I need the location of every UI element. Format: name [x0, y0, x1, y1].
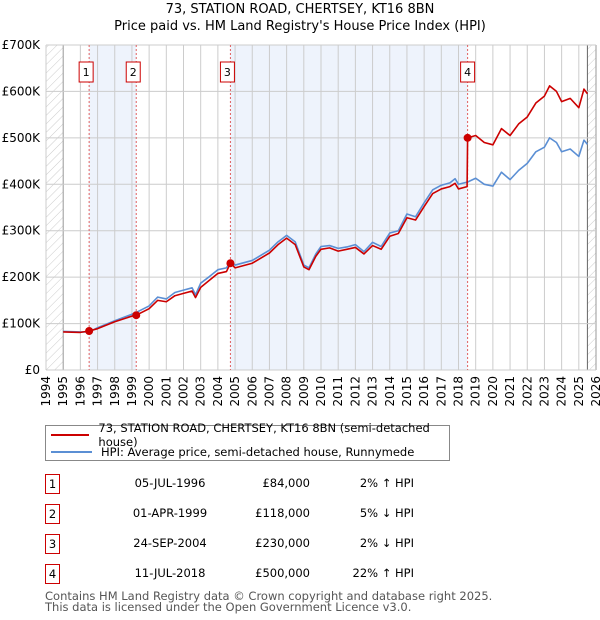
transaction-date: 24-SEP-2004 — [133, 536, 207, 550]
sale-point — [463, 133, 472, 142]
x-tick-label: 2018 — [452, 376, 466, 407]
x-tick-label: 2023 — [537, 376, 551, 407]
transaction-date: 01-APR-1999 — [132, 506, 208, 520]
y-tick-label: £400K — [2, 177, 42, 191]
transaction-date: 05-JUL-1996 — [134, 476, 206, 490]
x-tick-label: 2004 — [211, 376, 225, 407]
sale-number-label: 3 — [224, 66, 231, 79]
chart-title: 73, STATION ROAD, CHERTSEY, KT16 8BN — [165, 2, 435, 17]
transaction-number: 3 — [45, 534, 60, 554]
x-tick-label: 2020 — [486, 376, 500, 407]
y-tick-label: £100K — [2, 317, 42, 331]
x-tick-label: 2009 — [297, 376, 311, 407]
transaction-number: 1 — [45, 474, 60, 494]
hatched-region — [587, 45, 596, 370]
x-tick-label: 1998 — [108, 376, 122, 407]
sale-number-label: 4 — [464, 66, 471, 79]
x-tick-label: 2011 — [331, 376, 345, 407]
y-tick-label: £200K — [2, 270, 42, 284]
y-tick-label: £700K — [2, 38, 42, 52]
y-tick-label: £300K — [2, 224, 42, 238]
sale-number-label: 2 — [130, 66, 137, 79]
sale-number-box — [78, 61, 94, 83]
x-tick-label: 2010 — [314, 376, 328, 407]
x-tick-label: 2005 — [228, 376, 242, 407]
x-tick-label: 2017 — [434, 376, 448, 407]
x-tick-label: 1996 — [73, 376, 87, 407]
sale-point — [132, 311, 141, 320]
red-line-swatch — [51, 434, 90, 436]
shaded-ownership-region — [230, 45, 468, 370]
price-chart: 1994 1995 1996 1997 1998 1999 2000 2001 2002 2003… — [2, 38, 600, 407]
sale-number-box — [125, 61, 141, 83]
x-tick-label: 2013 — [366, 376, 380, 407]
x-tick-label: 2015 — [400, 376, 414, 407]
footer-licence: This data is licensed under the Open Gov… — [45, 600, 412, 614]
transaction-hpi: 22% ↑ HPI — [352, 566, 414, 580]
x-tick-label: 2014 — [383, 376, 397, 407]
transaction-price: £230,000 — [255, 536, 310, 550]
footer-copyright: Contains HM Land Registry data © Crown c… — [45, 589, 493, 603]
chart-legend: 73, STATION ROAD, CHERTSEY, KT16 8BN (se… — [45, 421, 450, 461]
transaction-hpi: 2% ↓ HPI — [359, 536, 414, 550]
x-tick-label: 2016 — [417, 376, 431, 407]
transaction-date: 11-JUL-2018 — [134, 566, 206, 580]
x-tick-label: 2003 — [194, 376, 208, 407]
x-tick-label: 2022 — [520, 376, 534, 407]
x-tick-label: 2026 — [589, 376, 600, 407]
x-tick-label: 2024 — [555, 376, 569, 407]
sale-point — [226, 259, 235, 268]
transaction-number: 2 — [45, 504, 60, 524]
x-tick-label: 1994 — [39, 376, 53, 407]
transaction-price: £118,000 — [255, 506, 310, 520]
x-tick-label: 1999 — [125, 376, 139, 407]
blue-line-swatch — [51, 451, 92, 453]
transaction-hpi: 2% ↑ HPI — [359, 476, 414, 490]
chart-subtitle: Price paid vs. HM Land Registry's House … — [114, 19, 486, 34]
x-tick-label: 1997 — [91, 376, 105, 407]
x-tick-label: 2002 — [177, 376, 191, 407]
x-tick-label: 2006 — [245, 376, 259, 407]
y-tick-label: £500K — [2, 131, 42, 145]
property-price-line — [63, 85, 589, 334]
transaction-price: £500,000 — [255, 566, 310, 580]
x-tick-label: 2000 — [142, 376, 156, 407]
y-tick-label: £600K — [2, 84, 42, 98]
x-tick-label: 2001 — [159, 376, 173, 407]
y-tick-label: £0 — [25, 363, 40, 377]
x-tick-label: 1995 — [56, 376, 70, 407]
sale-number-label: 1 — [83, 66, 90, 79]
transaction-number: 4 — [45, 564, 60, 584]
legend-item-hpi: HPI: Average price, semi-detached house,… — [46, 444, 414, 460]
x-tick-label: 2007 — [262, 376, 276, 407]
sale-point — [85, 327, 94, 335]
legend-label-property: 73, STATION ROAD, CHERTSEY, KT16 8BN (se… — [98, 421, 430, 449]
legend-label-hpi: HPI: Average price, semi-detached house,… — [101, 445, 415, 459]
hpi-line — [63, 137, 589, 333]
legend-item-property: 73, STATION ROAD, CHERTSEY, KT16 8BN (se… — [46, 421, 449, 449]
x-tick-label: 2012 — [348, 376, 362, 407]
x-tick-label: 2025 — [572, 376, 586, 407]
hatched-region — [46, 45, 64, 370]
transaction-price: £84,000 — [262, 476, 310, 490]
x-tick-label: 2019 — [469, 376, 483, 407]
sale-number-box — [460, 61, 476, 83]
x-tick-label: 2008 — [280, 376, 294, 407]
x-tick-label: 2021 — [503, 376, 517, 407]
transaction-hpi: 5% ↓ HPI — [359, 506, 414, 520]
sale-number-box — [219, 61, 235, 83]
